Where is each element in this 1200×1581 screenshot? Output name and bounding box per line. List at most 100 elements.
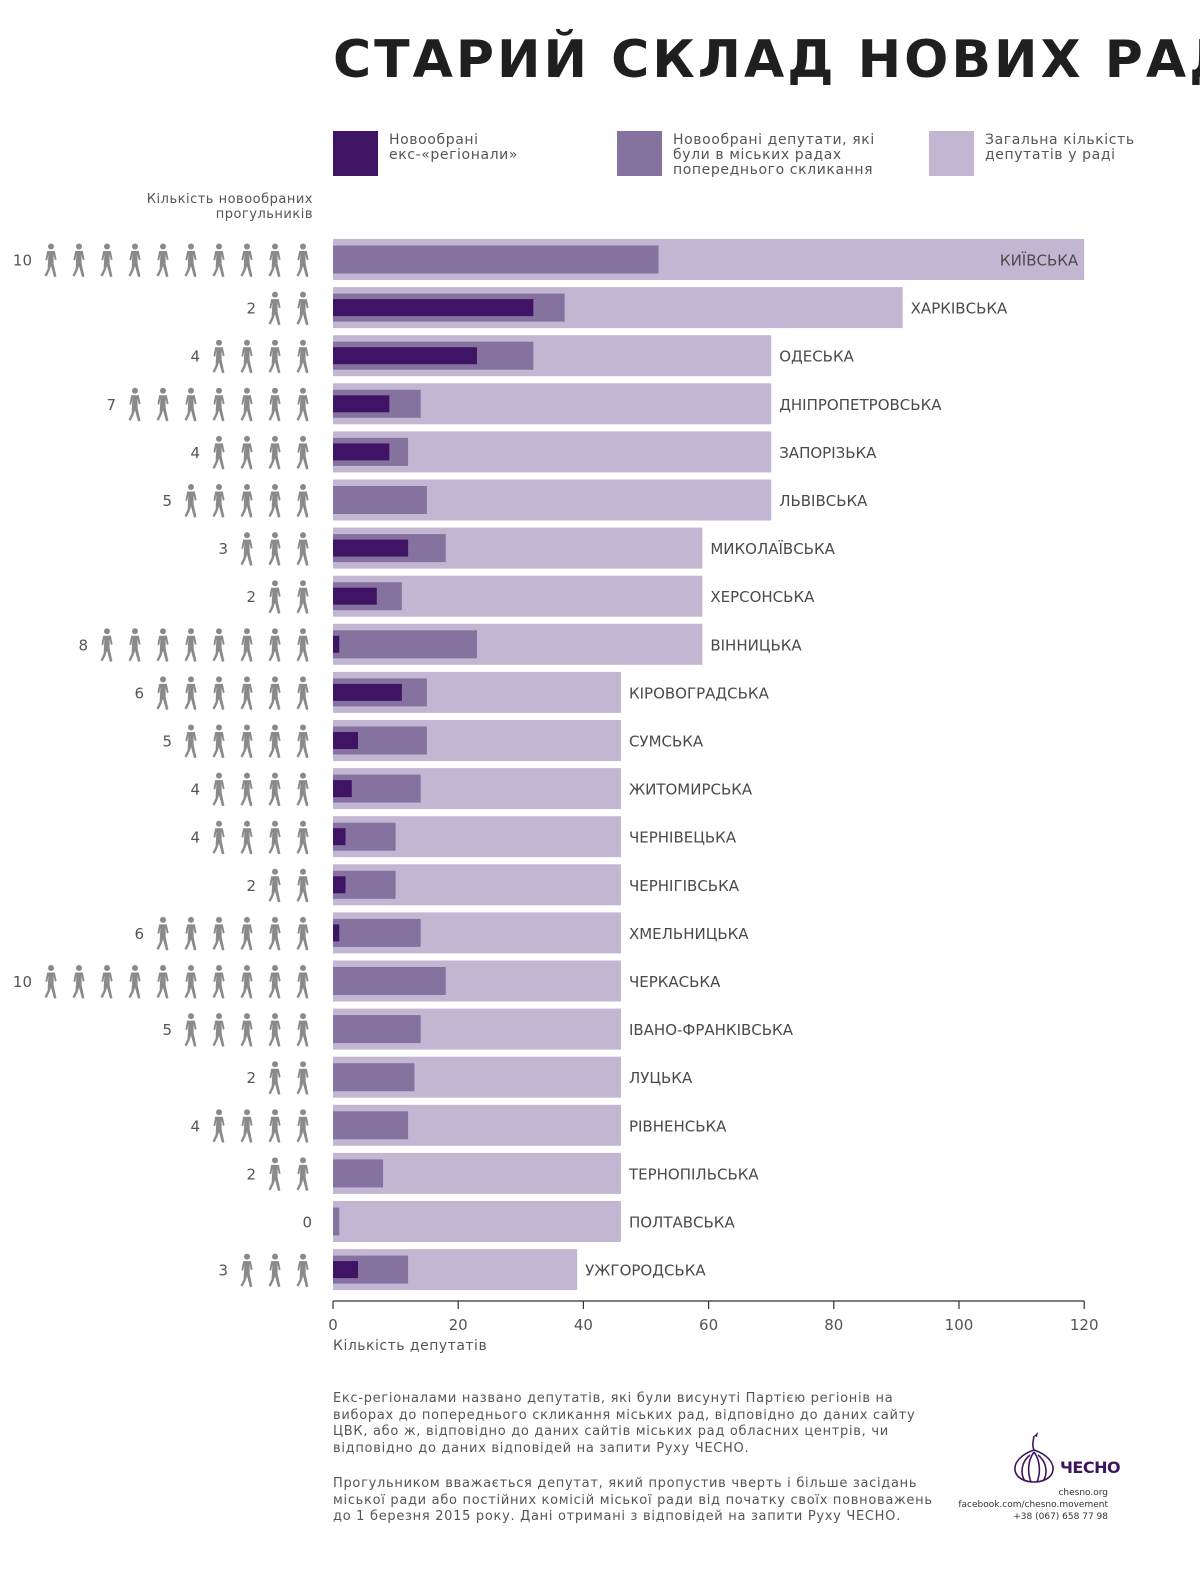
person-icon (296, 1157, 309, 1191)
person-icon (100, 628, 113, 662)
person-icon (240, 1013, 253, 1047)
x-axis-title: Кількість депутатів (333, 1338, 488, 1354)
absentee-count-полтавська: 0 (302, 1214, 312, 1232)
bar-previous-council-луцька (333, 1063, 415, 1092)
person-icon (296, 820, 309, 855)
person-icon (268, 820, 281, 855)
garlic-icon (1014, 1432, 1054, 1483)
person-icon (296, 339, 309, 374)
person-icon (296, 676, 309, 710)
legend-label-total: Загальна кількість депутатів у раді (985, 132, 1135, 163)
person-icon (184, 243, 197, 278)
person-icon (212, 724, 225, 759)
person-icon (268, 1013, 281, 1047)
absentee-count-житомирська: 4 (190, 781, 200, 799)
person-icon (212, 1013, 225, 1047)
x-tick-label: 0 (328, 1316, 338, 1334)
person-icon (296, 1109, 309, 1143)
person-icon (296, 1253, 309, 1288)
footnote-absentees: Прогульником вважається депутат, який пр… (333, 1476, 933, 1524)
x-tick-label: 80 (824, 1316, 843, 1334)
person-icon (184, 387, 197, 422)
person-icon (296, 772, 309, 807)
person-icon (296, 965, 309, 999)
person-icon (212, 1109, 225, 1143)
person-icon (240, 820, 253, 855)
person-icon (156, 676, 169, 710)
bar-ex-regionals-житомирська (333, 780, 352, 798)
person-icon (240, 916, 253, 951)
brand-facebook-link[interactable]: facebook.com/chesno.movement (958, 1500, 1108, 1510)
person-icon (268, 628, 281, 662)
person-icon (268, 1061, 281, 1095)
person-icon (184, 916, 197, 951)
bar-ex-regionals-херсонська (333, 587, 377, 605)
city-label-кіровоградська: КІРОВОГРАДСЬКА (629, 684, 770, 702)
person-icon (240, 435, 253, 470)
person-icon (240, 339, 253, 374)
person-icon (240, 484, 253, 518)
person-icon (240, 1253, 253, 1288)
absentee-caption: Кількість новообраних прогульників (146, 192, 313, 222)
person-icon (240, 387, 253, 422)
person-icon (268, 724, 281, 759)
person-icon (72, 965, 85, 999)
person-icon (240, 965, 253, 999)
brand-site-link[interactable]: chesno.org (1058, 1488, 1108, 1498)
x-tick-label: 120 (1070, 1316, 1099, 1334)
city-label-харківська: ХАРКІВСЬКА (911, 300, 1008, 318)
person-icon (156, 243, 169, 278)
x-tick-label: 20 (449, 1316, 468, 1334)
bar-previous-council-хмельницька (333, 918, 421, 947)
absentee-count-херсонська: 2 (246, 588, 256, 606)
bar-ex-regionals-одеська (333, 347, 477, 365)
person-icon (240, 1109, 253, 1143)
bar-total-полтавська (333, 1201, 621, 1242)
legend-swatch-previous-council (617, 131, 662, 176)
person-icon (268, 387, 281, 422)
person-icon (156, 916, 169, 951)
city-label-київська: КИЇВСЬКА (1000, 251, 1079, 270)
person-icon (212, 772, 225, 807)
person-icon (268, 243, 281, 278)
person-icon (184, 1013, 197, 1047)
person-icon (212, 339, 225, 374)
person-icon (44, 243, 57, 278)
person-icon (296, 868, 309, 903)
person-icon (296, 724, 309, 759)
person-icon (100, 965, 113, 999)
person-icon (296, 484, 309, 518)
person-icon (268, 339, 281, 374)
city-label-рівненська: РІВНЕНСЬКА (629, 1117, 727, 1135)
city-label-сумська: СУМСЬКА (629, 733, 704, 751)
city-label-луцька: ЛУЦЬКА (629, 1069, 693, 1087)
person-icon (268, 1253, 281, 1288)
person-icon (128, 243, 141, 278)
city-label-чернігівська: ЧЕРНІГІВСЬКА (629, 877, 740, 895)
bar-previous-council-полтавська (333, 1207, 340, 1236)
bar-ex-regionals-кіровоградська (333, 683, 402, 701)
legend-label-previous-council: Новообрані депутати, які були в міських … (673, 132, 875, 178)
city-label-дніпропетровська: ДНІПРОПЕТРОВСЬКА (779, 396, 942, 414)
person-icon (184, 628, 197, 662)
person-icon (268, 868, 281, 903)
person-icon (268, 1109, 281, 1143)
bar-ex-regionals-чернігівська (333, 876, 346, 894)
bar-previous-council-вінницька (333, 630, 477, 659)
bar-previous-council-черкаська (333, 967, 446, 995)
bar-previous-council-рівненська (333, 1111, 409, 1140)
person-icon (212, 628, 225, 662)
absentee-count-тернопільська: 2 (246, 1165, 256, 1183)
person-icon (212, 916, 225, 951)
bar-ex-regionals-ужгородська (333, 1261, 359, 1279)
person-icon (212, 676, 225, 710)
bar-ex-regionals-вінницька (333, 635, 340, 653)
person-icon (296, 435, 309, 470)
person-icon (128, 965, 141, 999)
legend-label-ex-regionals: Новообрані екс-«регіонали» (389, 132, 519, 163)
city-label-житомирська: ЖИТОМИРСЬКА (629, 781, 753, 799)
person-icon (296, 628, 309, 662)
absentee-count-черкаська: 10 (13, 973, 32, 991)
person-icon (156, 628, 169, 662)
